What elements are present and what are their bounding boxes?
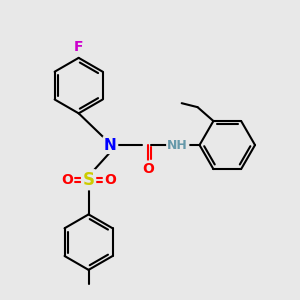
Text: F: F xyxy=(74,40,83,54)
Text: O: O xyxy=(104,173,116,187)
Text: O: O xyxy=(61,173,73,187)
Text: N: N xyxy=(104,137,117,152)
Text: S: S xyxy=(82,171,94,189)
Text: O: O xyxy=(142,162,154,176)
Text: NH: NH xyxy=(167,139,188,152)
